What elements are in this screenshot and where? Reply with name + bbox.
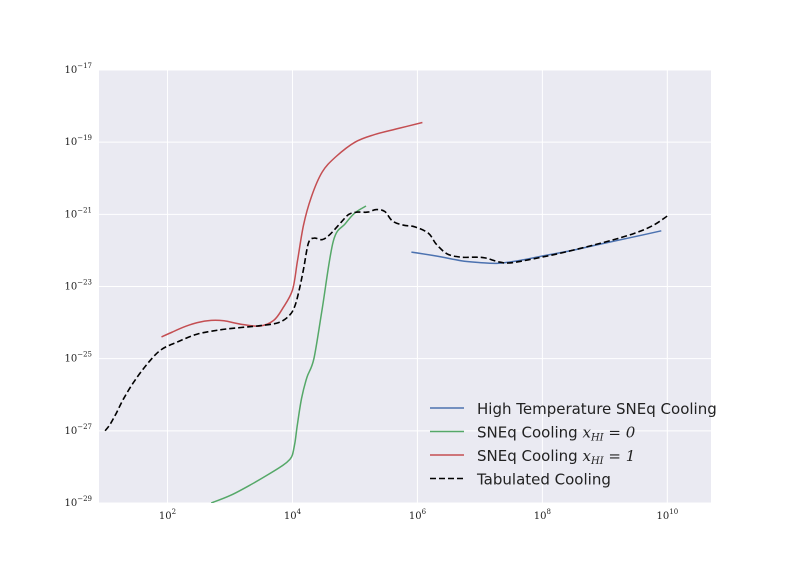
x-tick-label: 108 bbox=[534, 508, 551, 522]
y-tick-label: 10−23 bbox=[64, 279, 92, 293]
legend: High Temperature SNEq Cooling SNEq Coolin… bbox=[430, 400, 717, 489]
legend-label: Tabulated Cooling bbox=[476, 471, 611, 489]
legend-label: SNEq Cooling xHI = 1 bbox=[477, 447, 635, 467]
series-line-sneq-xhi-0 bbox=[210, 205, 367, 503]
series-line-sneq-xhi-1 bbox=[161, 121, 423, 338]
x-tick-label: 1010 bbox=[657, 508, 679, 522]
x-tick-label: 102 bbox=[159, 508, 176, 522]
grid bbox=[99, 69, 711, 504]
y-tick-label: 10−25 bbox=[64, 351, 92, 365]
tick-labels: 102 104 106 108 1010 10−17 10−19 10−21 10−23 10−2… bbox=[64, 62, 678, 522]
y-tick-label: 10−29 bbox=[64, 495, 92, 509]
legend-label: High Temperature SNEq Cooling bbox=[477, 400, 717, 418]
series-line-high-temperature bbox=[411, 230, 662, 265]
y-tick-label: 10−27 bbox=[64, 423, 92, 437]
series-line-tabulated bbox=[104, 208, 668, 432]
x-tick-label: 106 bbox=[409, 508, 427, 522]
y-tick-label: 10−21 bbox=[64, 206, 92, 220]
series-group bbox=[104, 121, 668, 503]
legend-label: SNEq Cooling xHI = 0 bbox=[477, 424, 636, 444]
y-tick-label: 10−19 bbox=[64, 134, 92, 148]
x-tick-label: 104 bbox=[284, 508, 302, 522]
y-tick-label: 10−17 bbox=[64, 62, 92, 76]
